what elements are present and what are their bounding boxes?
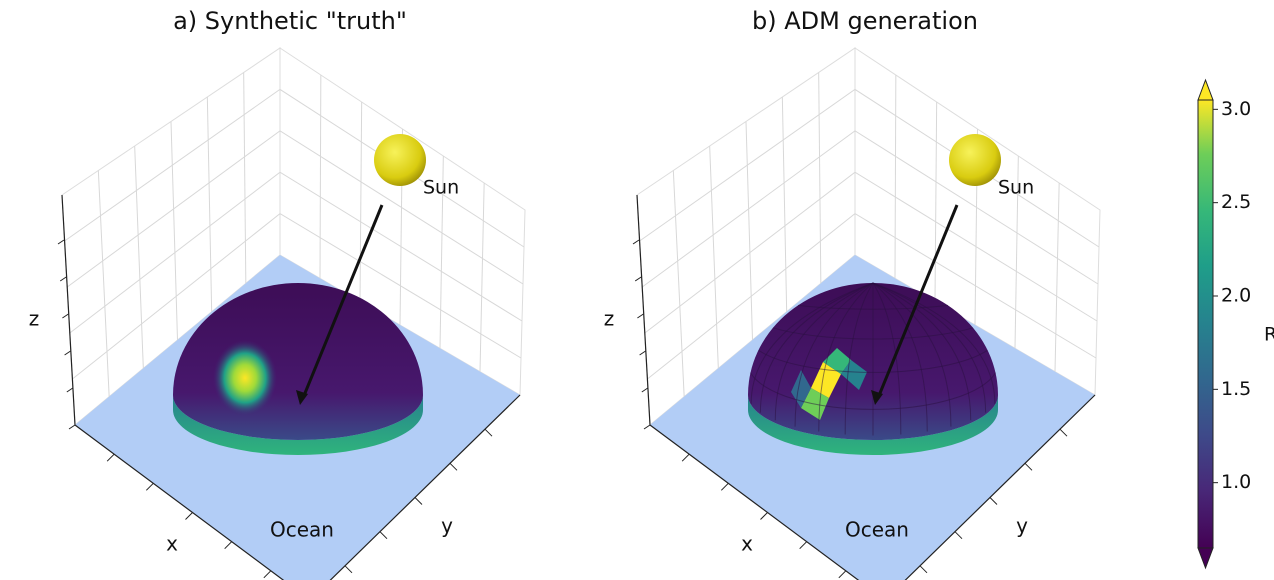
y-tick <box>415 498 422 505</box>
x-tick <box>107 454 114 461</box>
y-tick <box>920 566 927 573</box>
figure: Sun a) Synthetic "truth" z x y Ocean Sun b) ADM… <box>0 0 1274 580</box>
x-tick <box>682 454 689 461</box>
surface-label: Ocean <box>270 518 334 542</box>
z-label: z <box>604 307 615 331</box>
x-tick <box>761 513 768 520</box>
x-tick <box>839 571 846 578</box>
z-tick <box>644 425 650 429</box>
y-tick <box>450 463 457 470</box>
colorbar <box>1198 100 1213 548</box>
y-tick <box>1060 429 1067 436</box>
y-tick <box>380 532 387 539</box>
surface-label: Ocean <box>845 518 909 542</box>
z-tick <box>67 388 73 392</box>
sun <box>949 134 1001 186</box>
z-tick <box>58 240 64 244</box>
y-label: y <box>1016 514 1028 538</box>
z-tick <box>635 277 641 281</box>
z-tick <box>65 351 71 355</box>
x-tick <box>225 542 232 549</box>
x-tick <box>264 571 271 578</box>
sun-label: Sun <box>423 177 459 199</box>
x-tick <box>186 513 193 520</box>
colorbar-tick-label: 2.0 <box>1221 285 1251 307</box>
panel-title: a) Synthetic "truth" <box>173 7 407 35</box>
colorbar-extend-top <box>1198 80 1213 100</box>
z-tick <box>62 314 68 318</box>
x-label: x <box>741 532 753 556</box>
colorbar-tick-label: 1.5 <box>1221 378 1251 400</box>
panel: Sun b) ADM generation z x y Ocean <box>604 7 1100 580</box>
z-tick <box>637 314 643 318</box>
z-label: z <box>29 307 40 331</box>
colorbar-tick-label: 2.5 <box>1221 191 1251 213</box>
y-tick <box>955 532 962 539</box>
panel: Sun a) Synthetic "truth" z x y Ocean <box>29 7 525 580</box>
z-tick <box>69 425 75 429</box>
sun <box>374 134 426 186</box>
x-tick <box>721 483 728 490</box>
colorbar-extend-bottom <box>1198 548 1213 568</box>
bright-spot <box>213 340 277 416</box>
colorbar-tick-label: 1.0 <box>1221 471 1251 493</box>
sun-label: Sun <box>998 177 1034 199</box>
x-label: x <box>166 532 178 556</box>
x-tick <box>146 483 153 490</box>
y-tick <box>1025 463 1032 470</box>
panel-title: b) ADM generation <box>752 7 978 35</box>
z-tick <box>642 388 648 392</box>
y-label: y <box>441 514 453 538</box>
colorbar-tick-label: 3.0 <box>1221 98 1251 120</box>
y-tick <box>485 429 492 436</box>
z-tick <box>640 351 646 355</box>
y-tick <box>345 566 352 573</box>
z-tick <box>60 277 66 281</box>
colorbar-label: R <box>1264 324 1274 346</box>
z-tick <box>633 240 639 244</box>
x-tick <box>800 542 807 549</box>
y-tick <box>990 498 997 505</box>
